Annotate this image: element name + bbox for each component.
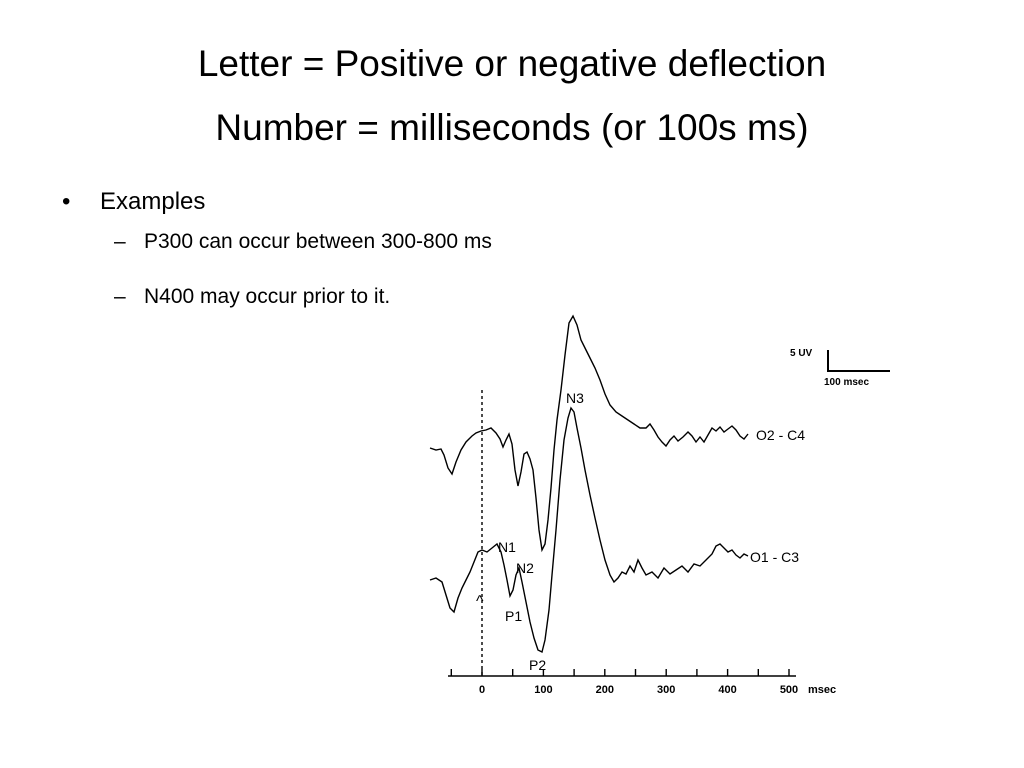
axis-tick-label: 500 [780, 684, 798, 696]
peak-label-n3: N3 [566, 390, 584, 406]
time-axis-tick-labels: 0 100 200 300 400 500 [479, 684, 798, 696]
channel-label-o2-c4: O2 - C4 [756, 427, 805, 443]
scale-bar [827, 350, 890, 372]
axis-tick-label: 200 [596, 684, 614, 696]
peak-label-n1: N1 [498, 539, 516, 555]
slide-title-line-2: Number = milliseconds (or 100s ms) [215, 107, 809, 148]
sub-bullet-text: N400 may occur prior to it. [144, 285, 391, 308]
time-axis-ticks [450, 669, 790, 676]
slide-title-line-1: Letter = Positive or negative deflection [197, 43, 827, 84]
axis-tick-label: 300 [657, 684, 675, 696]
sub-bullet-n400: – N400 may occur prior to it. [114, 284, 390, 310]
axis-tick-label: 400 [718, 684, 736, 696]
scale-time-label: 100 msec [824, 377, 869, 388]
sub-bullet-p300: – P300 can occur between 300-800 ms [114, 229, 492, 255]
scale-voltage-label: 5 UV [790, 348, 813, 359]
axis-tick-label: 0 [479, 684, 485, 696]
peak-label-p2: P2 [529, 657, 546, 673]
time-axis-unit: msec [808, 684, 836, 696]
axis-tick-label: 100 [534, 684, 552, 696]
bullet-marker: • [62, 188, 71, 215]
sub-bullet-marker: – [114, 285, 126, 308]
waveform-o2-c4 [429, 314, 749, 553]
channel-label-o1-c3: O1 - C3 [750, 549, 799, 565]
sub-bullet-marker: – [114, 230, 126, 253]
peak-label-p1: P1 [505, 608, 522, 624]
bullet-text: Examples [100, 188, 206, 215]
peak-label-n2: N2 [516, 560, 534, 576]
waveform-o1-c3 [429, 406, 749, 654]
sub-bullet-text: P300 can occur between 300-800 ms [144, 230, 492, 253]
bullet-examples: • Examples [62, 188, 205, 216]
stimulus-marker: ^ [476, 593, 484, 610]
